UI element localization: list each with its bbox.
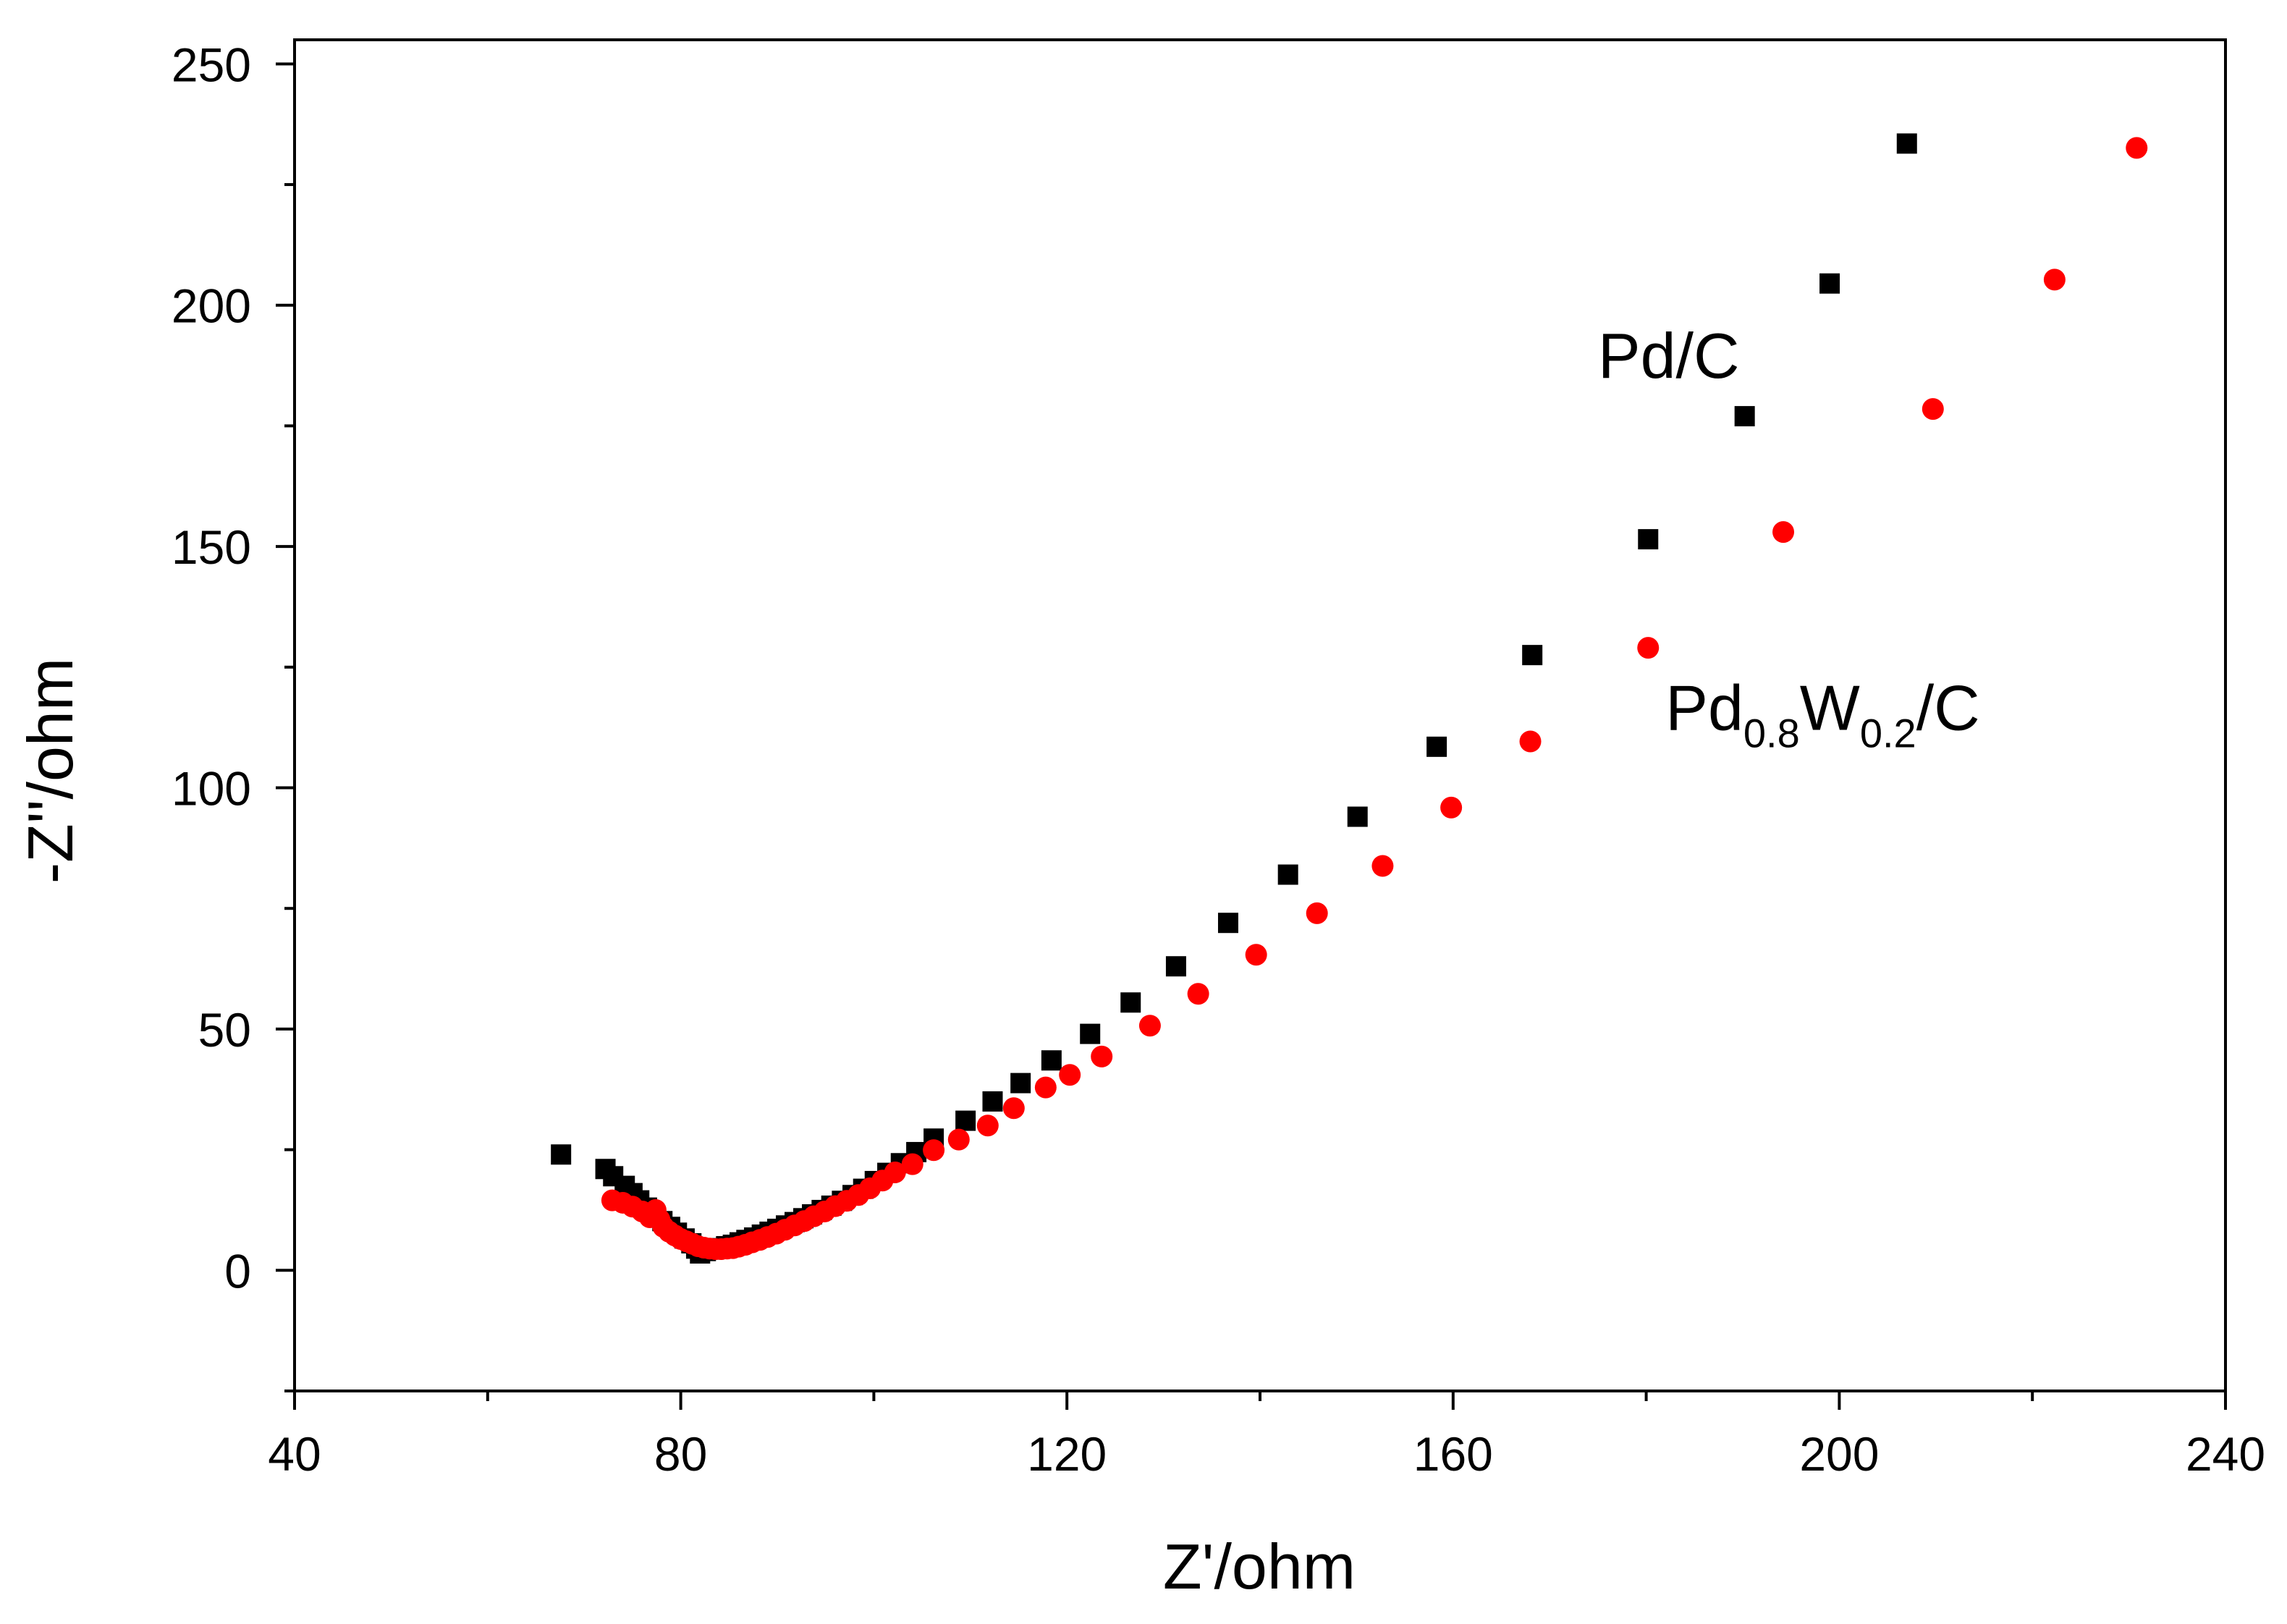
x-tick-label: 200: [1799, 1427, 1879, 1481]
annotation-layer: Pd/C Pd0.8W0.2/C: [1598, 320, 1980, 756]
data-point-square: [1734, 406, 1755, 427]
data-point-circle: [1440, 796, 1463, 819]
data-point-square: [1041, 1050, 1062, 1071]
data-point-square: [1010, 1073, 1031, 1094]
x-tick-label: 40: [268, 1427, 321, 1481]
data-point-square: [1217, 913, 1238, 934]
y-tick-label: 150: [172, 520, 251, 574]
y-tick-label: 200: [172, 279, 251, 333]
data-point-square: [1347, 806, 1368, 827]
data-point-circle: [1371, 855, 1394, 877]
data-point-square: [1819, 273, 1840, 294]
data-point-circle: [884, 1161, 906, 1183]
data-point-square: [1896, 133, 1917, 154]
annotation-pd-w-part: /C: [1916, 672, 1980, 744]
data-point-circle: [1002, 1097, 1025, 1120]
y-tick-label: 100: [172, 762, 251, 816]
data-point-circle: [1187, 983, 1209, 1005]
data-point-square: [1522, 645, 1543, 666]
x-tick-label: 240: [2186, 1427, 2265, 1481]
annotation-pd-w-subscript: 0.2: [1860, 711, 1916, 756]
data-point-square: [1277, 864, 1298, 885]
data-point-circle: [2126, 137, 2148, 159]
data-point-circle: [1637, 637, 1660, 659]
data-point-circle: [947, 1128, 970, 1151]
series-pd-w-c: [601, 137, 2148, 1260]
data-point-circle: [1138, 1015, 1161, 1037]
data-point-circle: [1245, 944, 1267, 966]
x-axis-label: Z'/ohm: [1163, 1531, 1356, 1602]
data-point-circle: [976, 1115, 999, 1137]
data-point-circle: [1922, 398, 1944, 420]
x-tick-label: 80: [654, 1427, 707, 1481]
data-point-square: [551, 1144, 572, 1165]
data-point-circle: [1519, 730, 1542, 753]
y-axis-ticks: 0 50 100 150 200 250: [172, 38, 295, 1392]
data-point-circle: [1059, 1064, 1081, 1086]
x-tick-label: 120: [1027, 1427, 1107, 1481]
data-point-circle: [1772, 521, 1795, 544]
annotation-pd-w-subscript: 0.8: [1743, 711, 1800, 756]
data-point-circle: [1091, 1045, 1113, 1067]
data-point-square: [982, 1091, 1003, 1112]
data-point-circle: [923, 1139, 945, 1162]
annotation-pd-w-part: W: [1800, 672, 1860, 744]
axis-labels: Z'/ohm -Z''/ohm: [14, 658, 1356, 1602]
data-point-square: [1165, 956, 1186, 977]
y-axis-label: -Z''/ohm: [14, 658, 86, 884]
series-layer: [551, 133, 2148, 1264]
x-axis-ticks: 40 80 120 160 200 240: [268, 1391, 2265, 1481]
data-point-square: [1638, 529, 1659, 550]
x-tick-label: 160: [1413, 1427, 1493, 1481]
data-point-circle: [901, 1153, 923, 1175]
data-point-square: [1080, 1023, 1101, 1044]
data-point-square: [1120, 992, 1141, 1013]
y-tick-label: 0: [224, 1244, 251, 1298]
data-point-circle: [2043, 268, 2066, 291]
data-point-square: [1426, 736, 1447, 757]
annotation-pd-w-part: Pd: [1665, 672, 1743, 744]
annotation-pd-c: Pd/C: [1598, 320, 1740, 392]
data-point-circle: [1306, 902, 1328, 924]
data-point-square: [955, 1110, 976, 1131]
data-point-circle: [1034, 1076, 1057, 1099]
annotation-pd-w-c: Pd0.8W0.2/C: [1665, 672, 1979, 756]
y-tick-label: 50: [198, 1003, 251, 1057]
y-tick-label: 250: [172, 38, 251, 91]
